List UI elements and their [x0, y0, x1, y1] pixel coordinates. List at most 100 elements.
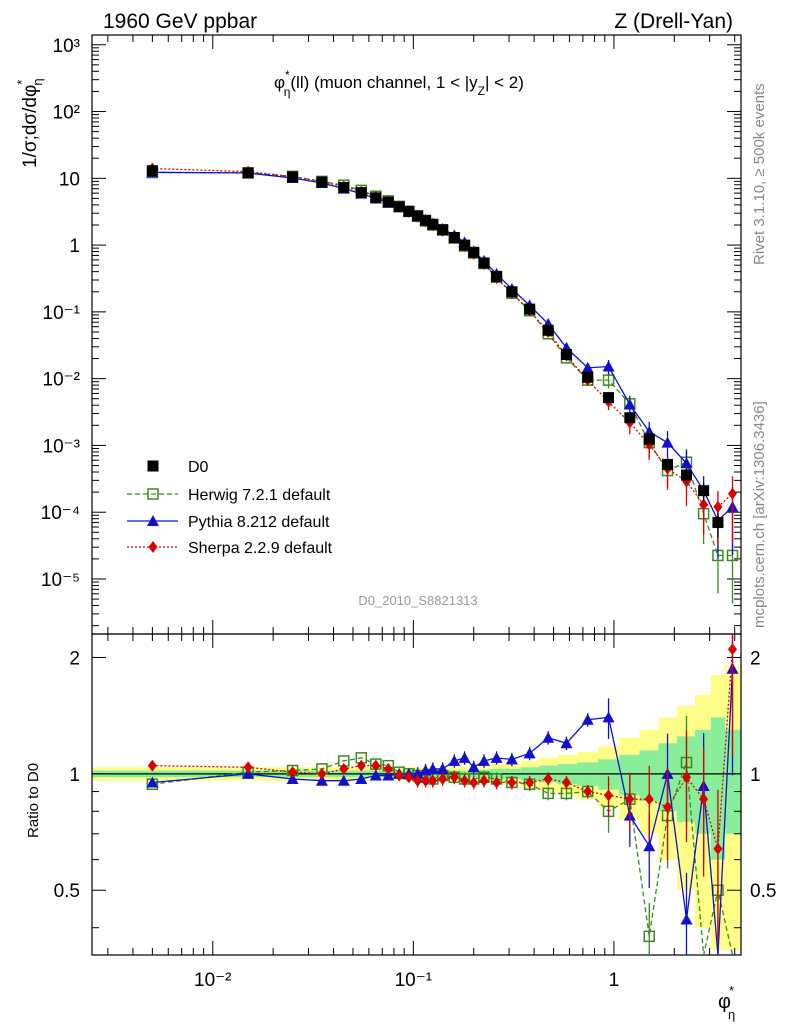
legend: D0 Herwig 7.2.1 default Pythia 8.212 defau…	[127, 459, 333, 557]
ratio-tick-label-right: 2	[750, 648, 761, 669]
ratio-point	[426, 762, 439, 774]
ratio-point	[371, 759, 381, 772]
ratio-point	[543, 772, 553, 785]
ratio-point	[383, 762, 393, 775]
y-axis-label: 1/σ;dσ/dφ*η	[14, 78, 45, 168]
ylabel-sub: η	[30, 78, 45, 85]
legend-label: Pythia 8.212 default	[188, 514, 330, 531]
band-1sigma	[598, 759, 620, 790]
plot-title: φ* η(ll) (muon channel, 1 < |yZ| < 2)	[274, 68, 524, 99]
y-tick-label: 1	[69, 236, 80, 257]
band-1sigma	[710, 717, 726, 860]
ratio-point	[317, 767, 327, 780]
ratio-point	[681, 771, 691, 784]
series-point	[727, 487, 737, 500]
x-tick-label: 10⁻¹	[395, 970, 433, 991]
ratio-point	[436, 762, 449, 774]
ratio-point	[458, 751, 471, 763]
data-point	[382, 196, 394, 208]
y-tick-label: 10⁻³	[43, 436, 81, 457]
xlabel-sup: *	[729, 983, 734, 998]
ylabel-sup: *	[14, 80, 29, 85]
ratio-point	[242, 767, 255, 779]
ratio-point	[507, 776, 517, 789]
ratio-point	[449, 771, 459, 784]
data-point	[242, 167, 254, 179]
data-point	[420, 214, 432, 226]
ratio-point	[542, 787, 554, 800]
ratio-point	[356, 759, 366, 772]
ratio-point	[339, 762, 349, 775]
series-point	[699, 498, 709, 511]
data-point	[506, 286, 518, 298]
ratio-point	[643, 930, 656, 943]
ratio-point	[469, 776, 479, 789]
ratio-point	[699, 793, 709, 806]
ratio-point	[561, 776, 571, 789]
ratio-frame	[91, 633, 742, 956]
legend-label: D0	[188, 459, 209, 476]
ratio-point	[583, 785, 593, 798]
data-point	[316, 176, 328, 188]
data-point	[643, 433, 655, 445]
ratio-point	[505, 753, 518, 765]
ratio-point	[146, 776, 159, 788]
title-post: | < 2)	[485, 73, 524, 92]
data-point	[478, 257, 490, 269]
data-point	[427, 218, 439, 230]
ratio-point	[523, 747, 536, 759]
data-point	[370, 192, 382, 204]
main-axes: 10⁻⁵ 10⁻⁴ 10⁻³ 10⁻² 10⁻¹ 1 10 10² 10³	[41, 35, 741, 634]
ratio-point	[560, 737, 573, 749]
ratio-point	[479, 774, 489, 787]
title-sub2: Z	[478, 84, 485, 98]
band-1sigma	[725, 729, 741, 834]
ratio-point	[413, 774, 423, 787]
data-point	[287, 171, 299, 183]
legend-marker	[147, 488, 159, 500]
legend-marker	[147, 515, 159, 526]
data-point	[403, 205, 415, 217]
data-point	[603, 392, 615, 404]
series-point	[661, 436, 674, 448]
data-point	[542, 324, 554, 336]
ratio-tick-label: 2	[69, 648, 80, 669]
mcplots-label: mcplots.cern.ch [arXiv:1306.3436]	[751, 401, 768, 628]
ratio-axes: 10⁻² 10⁻¹ 1 0.5 0.5 1 1 2 2	[54, 634, 776, 991]
title-sup: *	[285, 68, 290, 82]
ratio-tick-label-right: 0.5	[750, 881, 776, 902]
data-point	[437, 224, 449, 236]
y-tick-label: 10⁻¹	[43, 303, 81, 324]
ratio-tick-label: 1	[69, 765, 80, 786]
legend-marker	[147, 460, 159, 472]
y-tick-label: 10²	[53, 103, 80, 124]
title-phi: φ	[274, 73, 285, 92]
ratio-point	[382, 769, 395, 781]
data-point	[560, 348, 572, 360]
ratio-point	[477, 754, 490, 766]
ratio-point	[404, 771, 414, 784]
ratio-point	[460, 774, 470, 787]
data-point	[412, 210, 424, 222]
data-point	[712, 517, 724, 529]
ratio-point	[625, 793, 635, 806]
series-point	[680, 457, 693, 469]
ratio-point	[492, 776, 502, 789]
series-point	[602, 360, 615, 372]
y-tick-label: 10⁻⁵	[41, 570, 80, 591]
data-point	[393, 201, 405, 213]
data-point	[680, 469, 692, 481]
ratio-point	[286, 772, 299, 784]
ratio-point	[525, 776, 535, 789]
ratio-point	[369, 769, 382, 781]
ratio-axis-label: Ratio to D0	[25, 763, 42, 838]
header-left: 1960 GeV ppbar	[103, 10, 257, 33]
series-point	[713, 500, 723, 513]
series-point	[623, 398, 636, 410]
data-point	[338, 181, 350, 193]
ratio-point	[680, 913, 693, 925]
rivet-label: Rivet 3.1.10, ≥ 500k events	[751, 83, 768, 265]
y-tick-label: 10³	[53, 36, 80, 57]
x-tick-label: 10⁻²	[194, 970, 232, 991]
ratio-tick-label-right: 1	[750, 765, 761, 786]
